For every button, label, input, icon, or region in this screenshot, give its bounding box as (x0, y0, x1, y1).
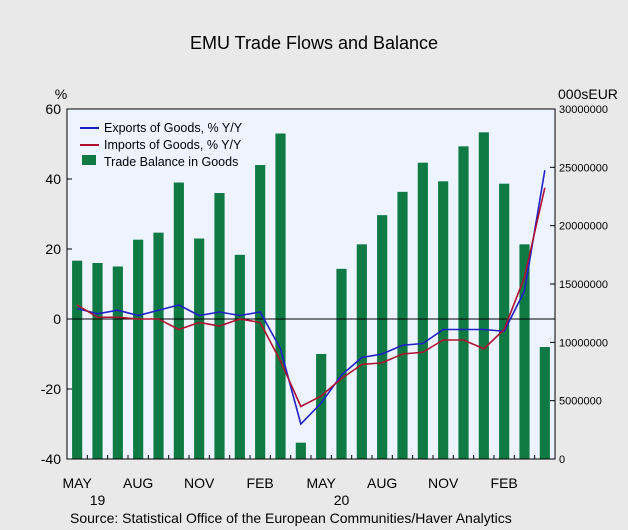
left-tick-label: 0 (53, 311, 61, 327)
legend: Exports of Goods, % Y/Y Imports of Goods… (80, 121, 243, 169)
left-tick-label: -20 (41, 381, 61, 397)
left-tick-label: 20 (45, 241, 61, 257)
trade-balance-bar (112, 266, 123, 459)
x-tick-label: NOV (428, 475, 459, 491)
trade-balance-bar (458, 146, 469, 459)
trade-balance-bar (295, 442, 306, 459)
yoy-lines (76, 170, 546, 426)
right-axis-unit: 000sEUR (558, 86, 618, 102)
legend-imports-label: Imports of Goods, % Y/Y (104, 138, 242, 152)
trade-balance-bar (478, 132, 489, 459)
trade-balance-bar (173, 182, 184, 459)
left-tick-label: 40 (45, 171, 61, 187)
x-tick-label: FEB (491, 475, 518, 491)
trade-balance-bar (417, 162, 428, 460)
trade-balance-bar (133, 239, 144, 459)
trade-balance-bar (397, 191, 408, 459)
imports-line (76, 187, 546, 408)
x-tick-label: MAY (63, 475, 93, 491)
x-tick-label: AUG (123, 475, 153, 491)
trade-balance-bar (377, 215, 388, 459)
legend-balance-swatch (82, 155, 96, 165)
left-axis-unit: % (55, 86, 67, 102)
trade-balance-bar (499, 183, 510, 460)
x-tick-label: AUG (367, 475, 397, 491)
x-tick-label: NOV (184, 475, 215, 491)
legend-exports-label: Exports of Goods, % Y/Y (104, 121, 243, 135)
trade-balance-bar (194, 238, 205, 459)
right-axis: 0 5000000 10000000 15000000 20000000 25000000… (550, 104, 608, 466)
exports-line (76, 170, 546, 426)
legend-balance-label: Trade Balance in Goods (104, 155, 238, 169)
trade-balance-bar (72, 260, 83, 459)
x-tick-label: FEB (247, 475, 274, 491)
trade-balance-bar (275, 133, 286, 459)
right-tick-label: 15000000 (559, 279, 608, 291)
trade-balance-bar (153, 232, 164, 459)
right-tick-label: 25000000 (559, 162, 608, 174)
left-tick-label: 60 (45, 101, 61, 117)
x-year-label: 20 (334, 492, 350, 508)
trade-balance-bar (92, 263, 103, 459)
x-year-label: 19 (90, 492, 106, 508)
x-axis: MAY AUG NOV FEB MAY AUG NOV FEB 19 20 (63, 455, 556, 508)
source-note: Source: Statistical Office of the Europe… (70, 510, 512, 526)
trade-balance-bar (234, 254, 245, 459)
chart-title: EMU Trade Flows and Balance (190, 33, 438, 53)
trade-balance-bar (438, 181, 449, 459)
trade-balance-bar (539, 347, 550, 459)
right-tick-label: 5000000 (559, 396, 602, 408)
right-tick-label: 0 (559, 454, 565, 466)
trade-balance-bar (316, 354, 327, 459)
right-tick-label: 10000000 (559, 337, 608, 349)
right-tick-label: 20000000 (559, 221, 608, 233)
left-tick-label: -40 (41, 451, 61, 467)
x-tick-label: MAY (307, 475, 337, 491)
trade-balance-bar (519, 244, 530, 459)
trade-balance-bar (336, 268, 347, 459)
left-axis: -40 -20 0 20 40 60 (41, 101, 72, 467)
trade-balance-bar (356, 244, 367, 459)
right-tick-label: 30000000 (559, 104, 608, 116)
